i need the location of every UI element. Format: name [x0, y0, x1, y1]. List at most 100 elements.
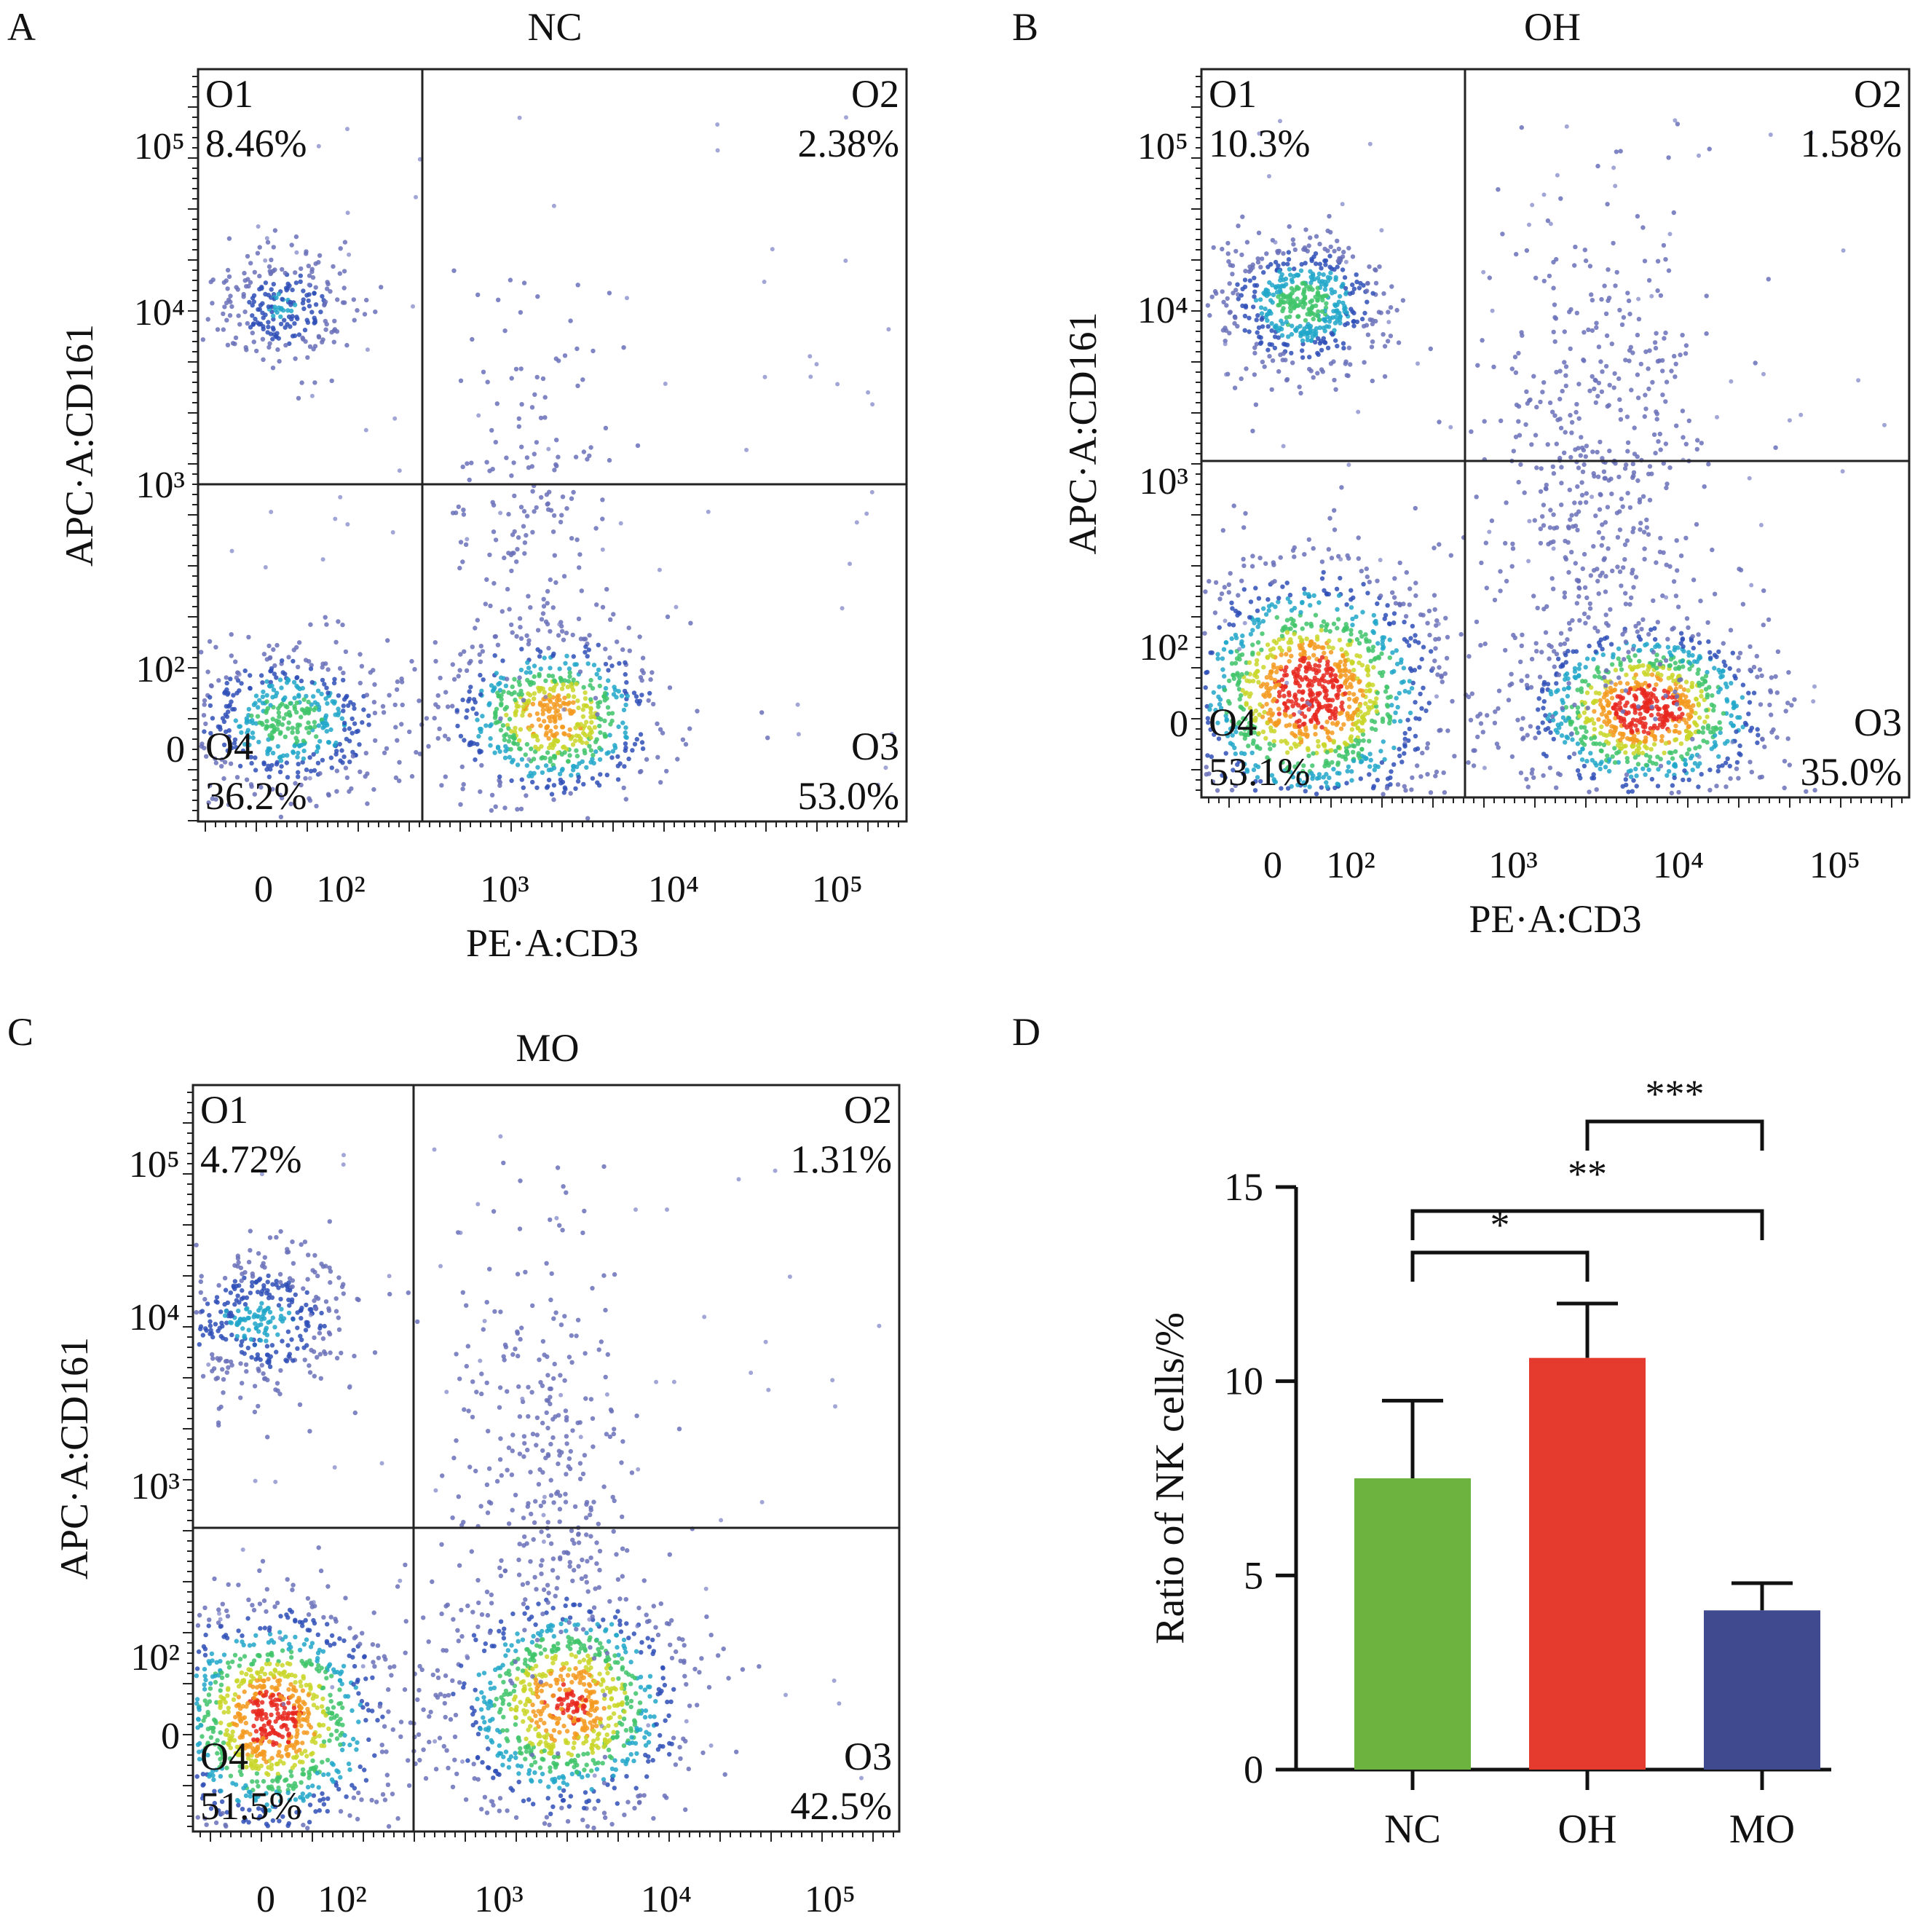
- cell-event: [1714, 726, 1719, 732]
- cell-event: [1261, 269, 1266, 275]
- cell-event: [1706, 639, 1711, 644]
- cell-event: [1686, 652, 1691, 658]
- cell-event: [1390, 590, 1395, 595]
- cell-event: [1381, 739, 1386, 744]
- cell-event: [399, 722, 404, 727]
- cell-event: [1308, 235, 1313, 240]
- cell-event: [566, 666, 572, 671]
- cell-event: [323, 299, 328, 304]
- cell-event: [1683, 720, 1689, 725]
- cell-event: [1300, 348, 1305, 353]
- cell-event: [513, 712, 518, 718]
- cell-event: [1566, 681, 1571, 686]
- cell-event: [467, 742, 472, 748]
- cell-event: [620, 720, 625, 725]
- cell-event: [1384, 786, 1390, 791]
- cell-event: [1279, 738, 1284, 744]
- cell-event: [1248, 631, 1254, 637]
- cell-event: [308, 622, 313, 627]
- cell-event: [1287, 314, 1292, 320]
- cell-event: [1572, 500, 1577, 505]
- cell-event: [585, 457, 590, 462]
- cell-event: [869, 489, 874, 494]
- cell-event: [1416, 640, 1421, 645]
- cell-event: [594, 602, 599, 607]
- cell-event: [1506, 698, 1512, 703]
- cell-event: [567, 674, 572, 679]
- cell-event: [546, 446, 551, 452]
- cell-event: [309, 393, 315, 398]
- cell-event: [1602, 476, 1607, 481]
- cell-event: [290, 725, 295, 730]
- cell-event: [1365, 288, 1370, 293]
- cell-event: [1357, 703, 1362, 709]
- cell-event: [1313, 251, 1319, 256]
- cell-event: [291, 749, 296, 754]
- cell-event: [1315, 371, 1320, 376]
- cell-event: [1604, 333, 1610, 339]
- cell-event: [228, 677, 233, 682]
- cell-event: [1302, 591, 1308, 596]
- cell-event: [392, 416, 398, 421]
- cell-event: [1370, 378, 1375, 384]
- cell-event: [1556, 672, 1562, 677]
- cell-event: [307, 304, 312, 309]
- cell-event: [1575, 709, 1581, 715]
- cell-event: [550, 741, 556, 746]
- y-tick-label: 10⁵: [134, 126, 185, 167]
- cell-event: [1478, 721, 1484, 726]
- cell-event: [1678, 684, 1683, 690]
- cell-event: [1231, 768, 1236, 773]
- cell-event: [305, 355, 310, 360]
- cell-event: [275, 331, 280, 336]
- cell-event: [556, 454, 561, 460]
- cell-event: [268, 703, 273, 708]
- cell-event: [1372, 719, 1378, 725]
- cell-event: [1346, 669, 1352, 674]
- cell-event: [571, 764, 576, 769]
- cell-event: [1280, 308, 1285, 314]
- cell-event: [1684, 616, 1690, 621]
- cell-event: [1282, 342, 1287, 347]
- cell-event: [1730, 650, 1735, 655]
- cell-event: [522, 551, 527, 556]
- cell-event: [1748, 644, 1753, 650]
- cell-event: [1583, 620, 1588, 626]
- cell-event: [228, 293, 233, 299]
- cell-event: [1378, 310, 1383, 315]
- cell-event: [1287, 592, 1293, 598]
- cell-event: [1646, 631, 1651, 637]
- cell-event: [333, 516, 338, 521]
- cell-event: [543, 695, 548, 700]
- cell-event: [1619, 583, 1624, 588]
- cell-event: [1275, 666, 1280, 671]
- cell-event: [1287, 646, 1292, 651]
- cell-event: [1644, 525, 1649, 530]
- cell-event: [1301, 763, 1306, 768]
- cell-event: [1509, 366, 1515, 371]
- cell-event: [1670, 783, 1675, 788]
- cell-event: [1650, 379, 1655, 385]
- cell-event: [1263, 306, 1268, 312]
- cell-event: [1246, 732, 1251, 738]
- cell-event: [649, 670, 655, 675]
- cell-event: [307, 796, 312, 801]
- cell-event: [534, 505, 539, 510]
- cell-event: [1271, 728, 1277, 734]
- cell-event: [657, 567, 662, 572]
- cell-event: [1544, 486, 1549, 492]
- cell-event: [1361, 582, 1366, 587]
- cell-event: [1628, 774, 1634, 779]
- cell-event: [290, 287, 295, 293]
- cell-event: [1632, 710, 1638, 715]
- cell-event: [1350, 616, 1355, 622]
- cell-event: [221, 311, 226, 317]
- cell-event: [1319, 677, 1324, 683]
- cell-event: [605, 705, 611, 710]
- cell-event: [1643, 762, 1648, 768]
- cell-event: [1673, 762, 1678, 767]
- cell-event: [1393, 601, 1399, 606]
- cell-event: [550, 605, 556, 610]
- cell-event: [1394, 648, 1399, 653]
- cell-event: [1324, 749, 1330, 755]
